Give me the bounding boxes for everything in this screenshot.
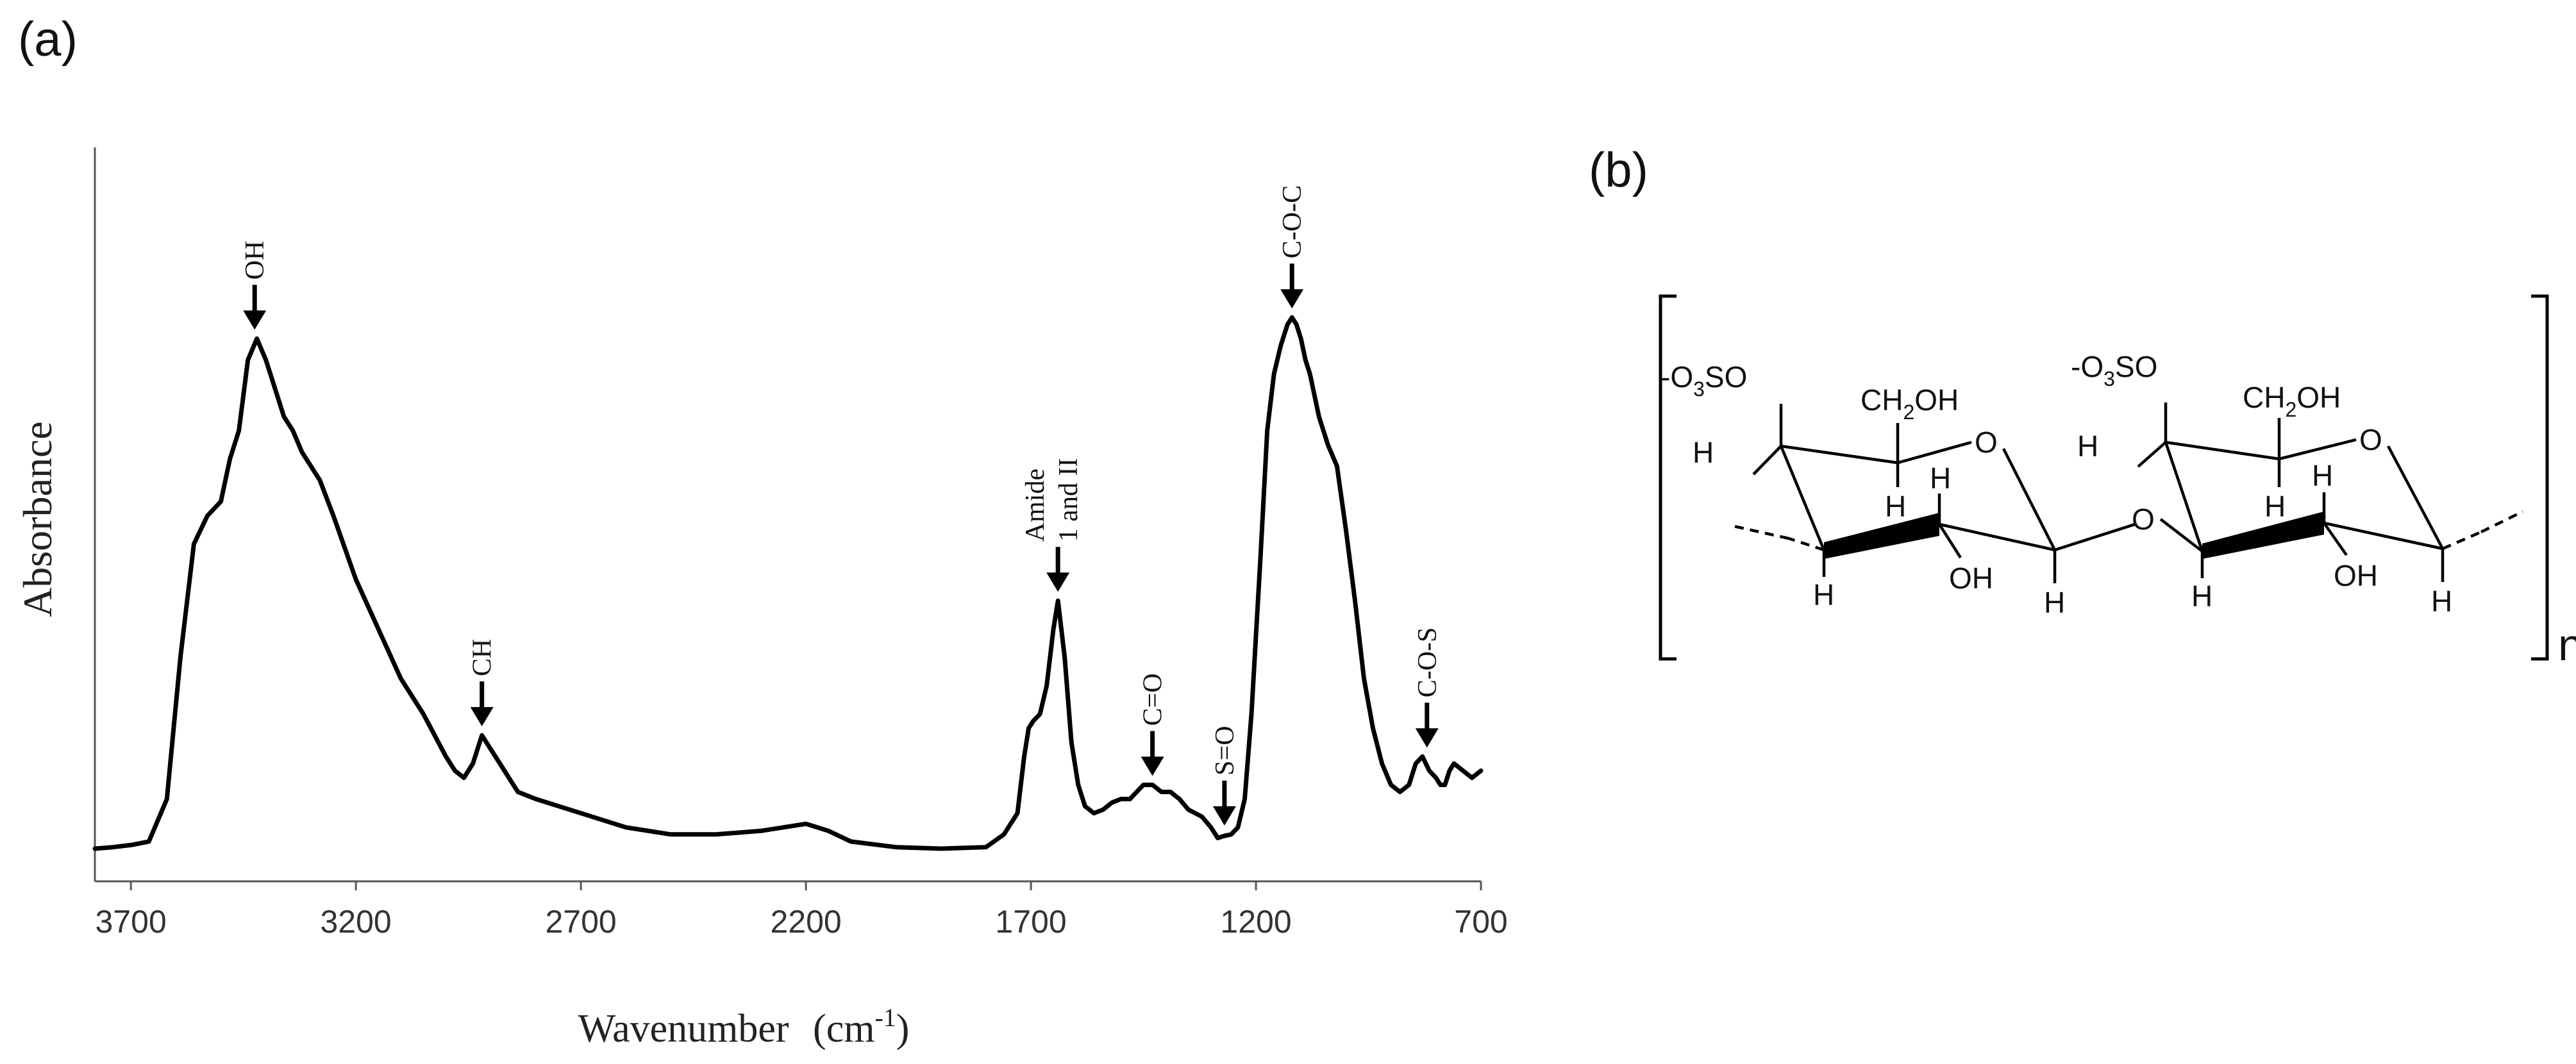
annotation-label: C=O (1139, 673, 1168, 726)
repeat-n: n (2558, 620, 2576, 670)
x-tick-label: 1200 (1220, 904, 1291, 940)
h-left-c1b: H (2044, 586, 2065, 619)
peak-annotations: OH CH Amide 1 and II C=O S=O C-O-C C-O-S (240, 185, 1443, 826)
peak-annotation: OH (240, 241, 270, 330)
annotation-label: Amide (1021, 469, 1050, 542)
peak-annotation: C-O-C (1278, 185, 1307, 309)
annotation-label: S=O (1210, 726, 1240, 775)
h-right-c3: H (2312, 459, 2333, 492)
annotation-arrow-head (1212, 806, 1236, 826)
annotation-arrow-head (1415, 728, 1439, 748)
oh-right: OH (2334, 559, 2378, 592)
sulfate-right-label: -O3SO (2071, 350, 2157, 390)
y-axis-label: Absorbance (15, 421, 60, 617)
h-left-c5: H (1885, 490, 1906, 523)
oh-left: OH (1949, 561, 1993, 595)
annotation-arrow-head (243, 310, 267, 330)
peak-annotation: Amide 1 and II (1021, 458, 1083, 592)
x-tick-label: 3200 (321, 904, 392, 940)
spectrum-line (92, 315, 1484, 851)
ch2oh-left-label: CH2OH (1861, 383, 1959, 424)
h-left-c3: H (1930, 461, 1951, 495)
peak-annotation: C=O (1139, 673, 1168, 776)
ring-right-bonds (2137, 403, 2523, 582)
x-tick-label: 700 (1454, 904, 1507, 940)
annotation-label: OH (240, 241, 270, 280)
annotation-arrow-head (1141, 756, 1164, 776)
x-tick-label: 2700 (545, 904, 616, 940)
x-axis-label-unit-sup: -1 (874, 1003, 896, 1032)
peak-annotation: S=O (1210, 726, 1240, 826)
chart-axes (94, 147, 1481, 883)
x-tick-label: 1700 (995, 904, 1066, 940)
h-left-c1: H (1813, 578, 1834, 611)
sulfate-left-label: -O3SO (1660, 360, 1747, 401)
x-axis-ticks: 3700 3200 2700 2200 1700 1200 700 (96, 881, 1508, 940)
x-tick-label: 2200 (770, 904, 841, 940)
x-tick-label: 3700 (96, 904, 167, 940)
ring-right-wedge (2202, 511, 2324, 559)
annotation-arrow-head (1046, 572, 1070, 592)
annotation-label: C-O-S (1413, 628, 1443, 698)
h-right-c1b: H (2431, 585, 2452, 618)
peak-annotation: C-O-S (1413, 628, 1443, 748)
x-axis-label: Wavenumber (cm-1) (578, 1003, 910, 1051)
h-left-c4: H (1693, 436, 1714, 469)
ring-o-left: O (1975, 426, 1998, 459)
ring-left-bonds (1730, 404, 2136, 583)
bridge-o: O (2132, 503, 2155, 536)
annotation-arrow-head (470, 707, 494, 727)
h-right-c4: H (2077, 429, 2098, 463)
x-axis-label-unit: (cm (813, 1007, 874, 1051)
ring-left-wedge (1824, 513, 1939, 559)
panel-label-b: (b) (1589, 143, 1648, 197)
annotation-label-line2: 1 and II (1054, 458, 1083, 542)
peak-annotation: CH (468, 639, 498, 727)
h-right-c5: H (2264, 490, 2286, 523)
ring-o-right: O (2359, 423, 2382, 456)
ftir-chart: 3700 3200 2700 2200 1700 1200 700 OH CH Amide 1 a… (15, 147, 1508, 1051)
x-axis-label-text: Wavenumber (578, 1007, 789, 1051)
repeat-brackets (1659, 294, 2549, 661)
panel-label-a: (a) (18, 12, 78, 67)
h-right-c1: H (2191, 579, 2212, 613)
annotation-arrow-head (1280, 289, 1304, 309)
annotation-label: CH (468, 639, 498, 676)
annotation-label: C-O-C (1278, 185, 1307, 258)
ch2oh-right-label: CH2OH (2243, 381, 2341, 421)
x-axis-label-unit-close: ) (896, 1007, 910, 1051)
